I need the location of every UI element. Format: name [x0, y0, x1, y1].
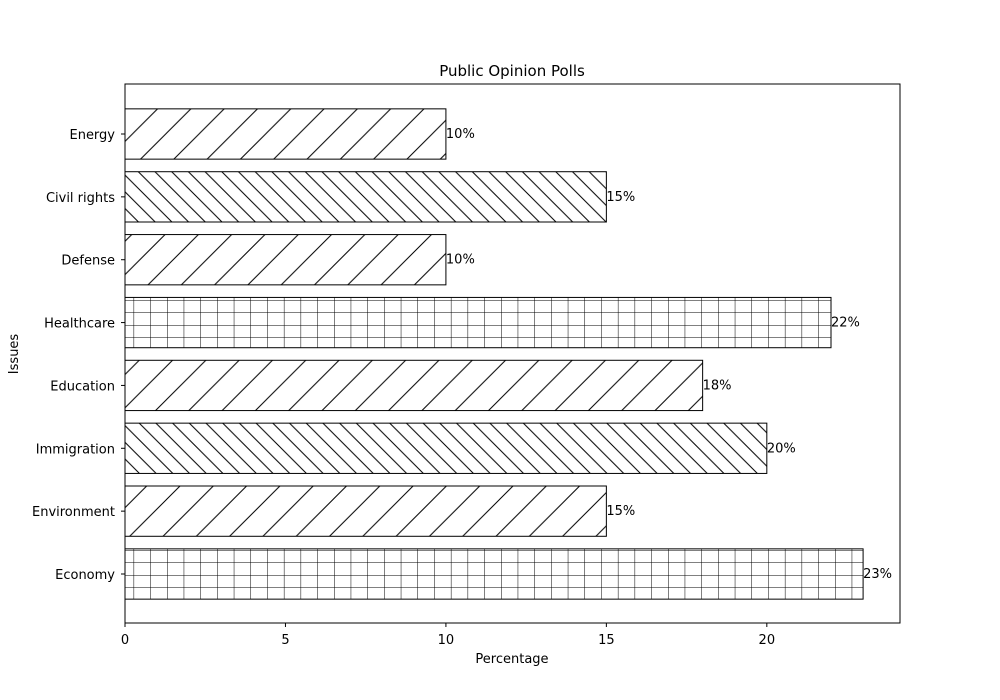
data-label-defense: 10% [446, 253, 475, 268]
bars-group: 23% 15% 20% 18% 22% 10% 15% 10% [124, 108, 892, 600]
bar-hatch-defense [124, 234, 447, 286]
y-tick-label-energy: Energy [69, 128, 115, 143]
bar-hatch-healthcare [124, 296, 832, 349]
bar-hatch-immigration [124, 422, 768, 474]
x-tick-label-15: 15 [598, 633, 615, 648]
data-label-environment: 15% [606, 504, 635, 519]
data-label-immigration: 20% [767, 441, 796, 456]
y-tick-label-economy: Economy [55, 568, 115, 583]
bar-hatch-civil-rights [124, 171, 607, 223]
y-tick-label-healthcare: Healthcare [44, 317, 115, 332]
data-label-economy: 23% [863, 567, 892, 582]
y-tick-label-immigration: Immigration [36, 442, 115, 457]
y-tick-label-civil-rights: Civil rights [46, 191, 115, 206]
y-axis-ticks: Economy Environment Immigration Education He… [32, 128, 125, 583]
x-tick-label-20: 20 [759, 633, 776, 648]
y-tick-label-education: Education [50, 379, 115, 394]
bar-hatch-energy [124, 108, 447, 160]
plot-area-frame [124, 83, 901, 624]
y-axis-label: Issues [7, 334, 22, 375]
y-tick-label-defense: Defense [61, 254, 115, 269]
data-label-energy: 10% [446, 127, 475, 142]
x-axis-ticks: 0 5 10 15 20 [121, 623, 775, 648]
y-tick-label-environment: Environment [32, 505, 115, 520]
chart-title: Public Opinion Polls [439, 62, 585, 80]
bar-hatch-environment [124, 485, 607, 537]
x-tick-label-10: 10 [438, 633, 455, 648]
x-axis-label: Percentage [475, 652, 548, 667]
bar-hatch-economy [124, 548, 864, 600]
data-label-civil-rights: 15% [606, 190, 635, 205]
x-tick-label-0: 0 [121, 633, 129, 648]
data-label-education: 18% [703, 378, 732, 393]
data-label-healthcare: 22% [831, 316, 860, 331]
bar-hatch-education [124, 359, 704, 412]
x-tick-label-5: 5 [281, 633, 289, 648]
